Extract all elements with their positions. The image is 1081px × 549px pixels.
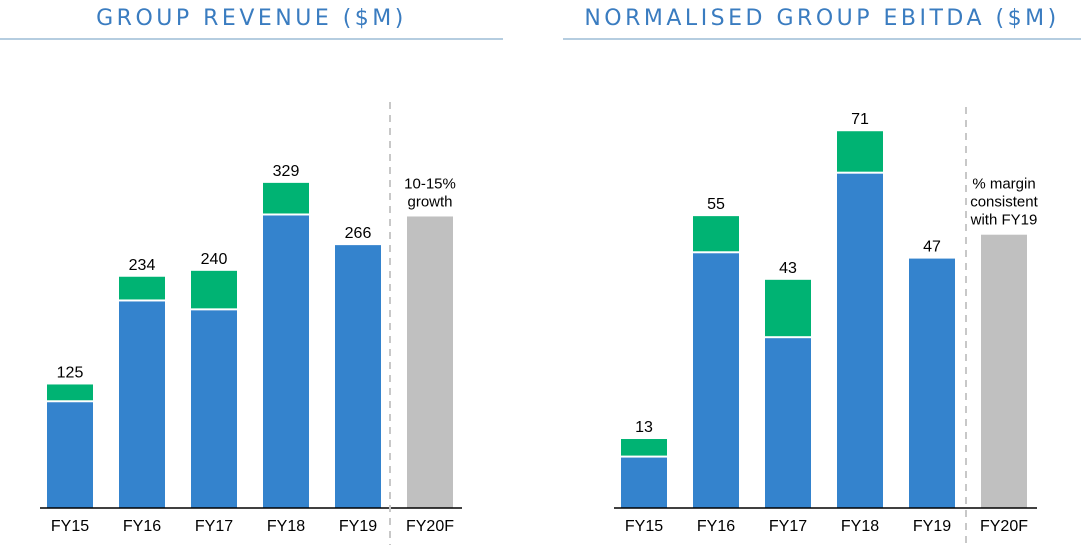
- ebitda-tick-label-fy16: FY16: [697, 518, 735, 535]
- ebitda-title-rule: [563, 38, 1081, 40]
- ebitda-bar-top-fy17: [765, 279, 811, 337]
- ebitda-panel: NORMALISED GROUP EBITDA ($M) 13 FY15 55 FY1…: [563, 0, 1081, 549]
- revenue-bar-top-fy16: [119, 276, 165, 300]
- ebitda-tick-label-fy15: FY15: [625, 518, 663, 535]
- revenue-tick-label-fy19: FY19: [339, 518, 377, 535]
- revenue-data-label-fy17: 240: [201, 251, 228, 268]
- revenue-bar-top-fy18: [263, 182, 309, 214]
- ebitda-forecast-annotation-line: consistent: [970, 194, 1038, 211]
- revenue-bar-top-fy15: [47, 384, 93, 401]
- revenue-data-label-fy15: 125: [57, 364, 84, 381]
- ebitda-forecast-annotation-line: with FY19: [970, 212, 1038, 229]
- ebitda-tick-label-fy18: FY18: [841, 518, 879, 535]
- ebitda-bar-top-fy16: [693, 216, 739, 252]
- revenue-tick-label-fy18: FY18: [267, 518, 305, 535]
- ebitda-data-label-fy17: 43: [779, 260, 797, 277]
- revenue-data-label-fy18: 329: [273, 163, 300, 180]
- revenue-chart-title: GROUP REVENUE ($M): [96, 6, 407, 31]
- revenue-forecast-annotation-line: 10-15%: [404, 175, 456, 192]
- revenue-bar-base-fy18: [263, 215, 309, 508]
- ebitda-bar-base-fy17: [765, 338, 811, 508]
- revenue-bar-base-fy15: [47, 402, 93, 508]
- revenue-bar-base-fy16: [119, 301, 165, 508]
- ebitda-tick-label-fy20f: FY20F: [980, 518, 1028, 535]
- ebitda-bar-base-fy18: [837, 173, 883, 508]
- revenue-forecast-annotation-line: growth: [407, 193, 452, 210]
- ebitda-data-label-fy18: 71: [851, 111, 869, 128]
- revenue-bar-base-fy17: [191, 310, 237, 508]
- revenue-panel: GROUP REVENUE ($M) 125 FY15 234 FY16 240 FY17…: [0, 0, 503, 549]
- ebitda-chart: 13 FY15 55 FY16 43 FY17 71 FY18 47 FY19 % marginco…: [614, 107, 1039, 545]
- ebitda-data-label-fy16: 55: [707, 196, 725, 213]
- revenue-data-label-fy16: 234: [129, 257, 156, 274]
- revenue-data-label-fy19: 266: [345, 225, 372, 242]
- revenue-tick-label-fy20f: FY20F: [406, 518, 454, 535]
- ebitda-bar-base-fy16: [693, 253, 739, 508]
- ebitda-bar-base-fy19: [909, 258, 955, 508]
- ebitda-forecast-annotation-line: % margin: [972, 176, 1035, 193]
- ebitda-bar-forecast-fy20f: [981, 234, 1027, 508]
- revenue-bar-top-fy17: [191, 270, 237, 309]
- revenue-bar-forecast-fy20f: [407, 216, 453, 508]
- revenue-tick-label-fy16: FY16: [123, 518, 161, 535]
- ebitda-tick-label-fy17: FY17: [769, 518, 807, 535]
- revenue-bar-base-fy19: [335, 245, 381, 509]
- ebitda-bar-base-fy15: [621, 457, 667, 508]
- ebitda-tick-label-fy19: FY19: [913, 518, 951, 535]
- ebitda-bar-top-fy15: [621, 439, 667, 456]
- revenue-tick-label-fy15: FY15: [51, 518, 89, 535]
- ebitda-bar-top-fy18: [837, 131, 883, 172]
- revenue-title-rule: [0, 38, 503, 40]
- ebitda-data-label-fy15: 13: [635, 419, 653, 436]
- ebitda-data-label-fy19: 47: [923, 239, 941, 256]
- revenue-chart: 125 FY15 234 FY16 240 FY17 329 FY18 266 FY19 10-15…: [40, 102, 462, 545]
- revenue-tick-label-fy17: FY17: [195, 518, 233, 535]
- ebitda-chart-title: NORMALISED GROUP EBITDA ($M): [584, 6, 1060, 31]
